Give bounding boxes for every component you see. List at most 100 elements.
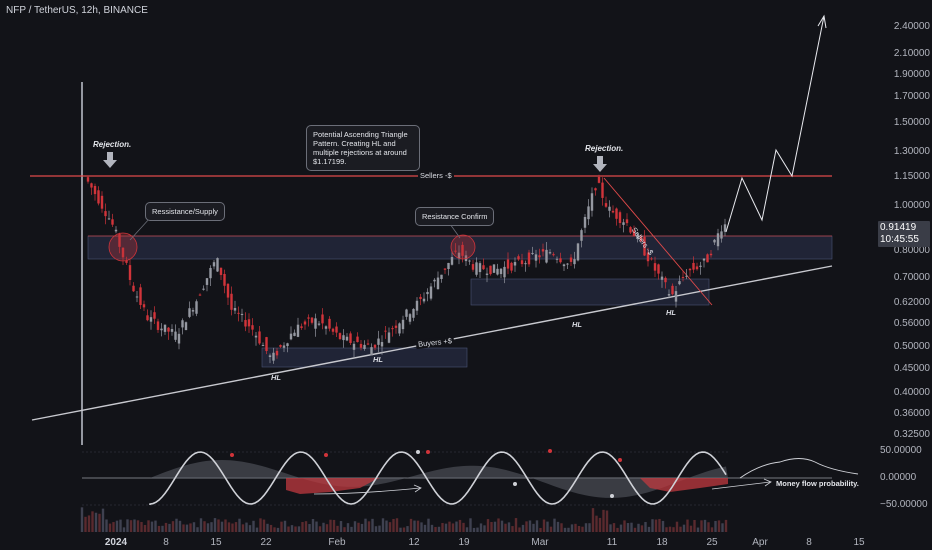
candle-body [352, 343, 356, 350]
candle-body [545, 249, 548, 263]
candle-body [685, 275, 688, 277]
volume-bar [343, 527, 346, 532]
volume-bar [630, 522, 633, 532]
candle-body [471, 264, 475, 270]
candle-body [422, 298, 426, 302]
volume-bar [518, 527, 521, 532]
volume-bar [105, 519, 108, 532]
resistance-circle-right [450, 234, 476, 260]
candle-body [100, 195, 104, 209]
money-flow-label: Money flow probability. [776, 479, 859, 488]
price-tick-label: 0.80000 [893, 245, 930, 257]
volume-bar [308, 524, 311, 532]
oscillator-tick-label: −50.00000 [880, 499, 928, 510]
volume-bar [483, 525, 486, 532]
candle-body [125, 260, 128, 263]
candle-body [503, 266, 506, 278]
volume-bar [84, 516, 87, 532]
candle-body [167, 327, 170, 332]
candle-body [237, 312, 240, 314]
volume-bar [220, 521, 224, 532]
volume-bar [87, 515, 91, 532]
candle-body [247, 319, 251, 327]
candle-body [188, 308, 191, 317]
volume-bar [686, 519, 689, 532]
candle-body [317, 323, 321, 325]
volume-bar [626, 523, 630, 532]
volume-bar [269, 524, 273, 532]
candle-body [555, 258, 559, 260]
volume-bar [210, 522, 213, 532]
volume-bar [570, 524, 574, 532]
oscillator-wave [149, 451, 727, 505]
volume-bar [609, 524, 612, 532]
candle-body [86, 177, 90, 182]
resistance-supply-callout[interactable]: Ressistance/Supply [145, 202, 225, 221]
volume-bar [353, 521, 357, 532]
volume-bar [612, 523, 616, 532]
volume-bar [563, 527, 567, 532]
candle-body [433, 279, 436, 282]
candle-body [720, 231, 723, 239]
time-tick-label: Apr [752, 537, 768, 548]
candle-body [394, 325, 398, 328]
volume-bar [413, 520, 416, 532]
volume-bar [280, 521, 283, 532]
volume-bar [465, 527, 469, 532]
volume-bar [525, 521, 528, 532]
volume-bar [122, 527, 126, 532]
volume-bar [238, 518, 241, 532]
triangle-pattern-callout[interactable]: Potential Ascending Triangle Pattern. Cr… [306, 125, 420, 171]
volume-bar [469, 518, 472, 532]
volume-bar [472, 527, 476, 532]
resistance-confirm-callout[interactable]: Resistance Confirm [415, 207, 495, 226]
volume-bar [560, 523, 563, 532]
candle-body [601, 182, 604, 198]
candle-body [160, 328, 163, 331]
volume-bar [661, 520, 665, 532]
volume-bar [549, 526, 553, 532]
candle-body [377, 338, 380, 345]
volume-bar [528, 520, 532, 532]
price-tick-label: 1.15000 [893, 171, 930, 182]
candle-body [195, 301, 198, 314]
candle-body [443, 268, 447, 270]
candle-body [240, 313, 244, 316]
volume-bar [206, 523, 210, 532]
candle-body [559, 258, 562, 263]
volume-bar [227, 522, 231, 532]
volume-bar [668, 526, 672, 532]
candle-body [671, 285, 674, 295]
volume-bar [532, 523, 535, 532]
candle-body [149, 317, 153, 322]
candle-body [426, 291, 429, 295]
candle-body [314, 318, 317, 329]
volume-bar [672, 527, 675, 532]
volume-bar [157, 525, 161, 532]
volume-bar [644, 521, 647, 532]
volume-bar [420, 522, 423, 532]
time-tick-label: Mar [531, 537, 549, 548]
volume-bar [318, 526, 322, 532]
money-flow-area [150, 460, 728, 498]
candle-body [223, 273, 226, 286]
candle-body [660, 276, 664, 280]
candle-body [562, 264, 566, 267]
volume-bar [707, 522, 710, 532]
candle-body [622, 222, 625, 225]
hl-label-4: HL [666, 308, 676, 317]
candle-body [282, 345, 286, 348]
candle-body [146, 315, 149, 321]
volume-bar [476, 527, 479, 532]
symbol-title[interactable]: NFP / TetherUS, 12h, BINANCE [6, 5, 148, 16]
volume-bar [255, 527, 259, 532]
volume-bar [588, 523, 591, 532]
oscillator-tick-label: 0.00000 [880, 472, 917, 483]
candle-body [541, 249, 545, 252]
candle-body [713, 239, 716, 243]
candle-body [447, 262, 450, 270]
time-tick-label: 2024 [104, 537, 128, 548]
oscillator-signal-dot [416, 450, 420, 454]
candle-body [230, 293, 233, 310]
